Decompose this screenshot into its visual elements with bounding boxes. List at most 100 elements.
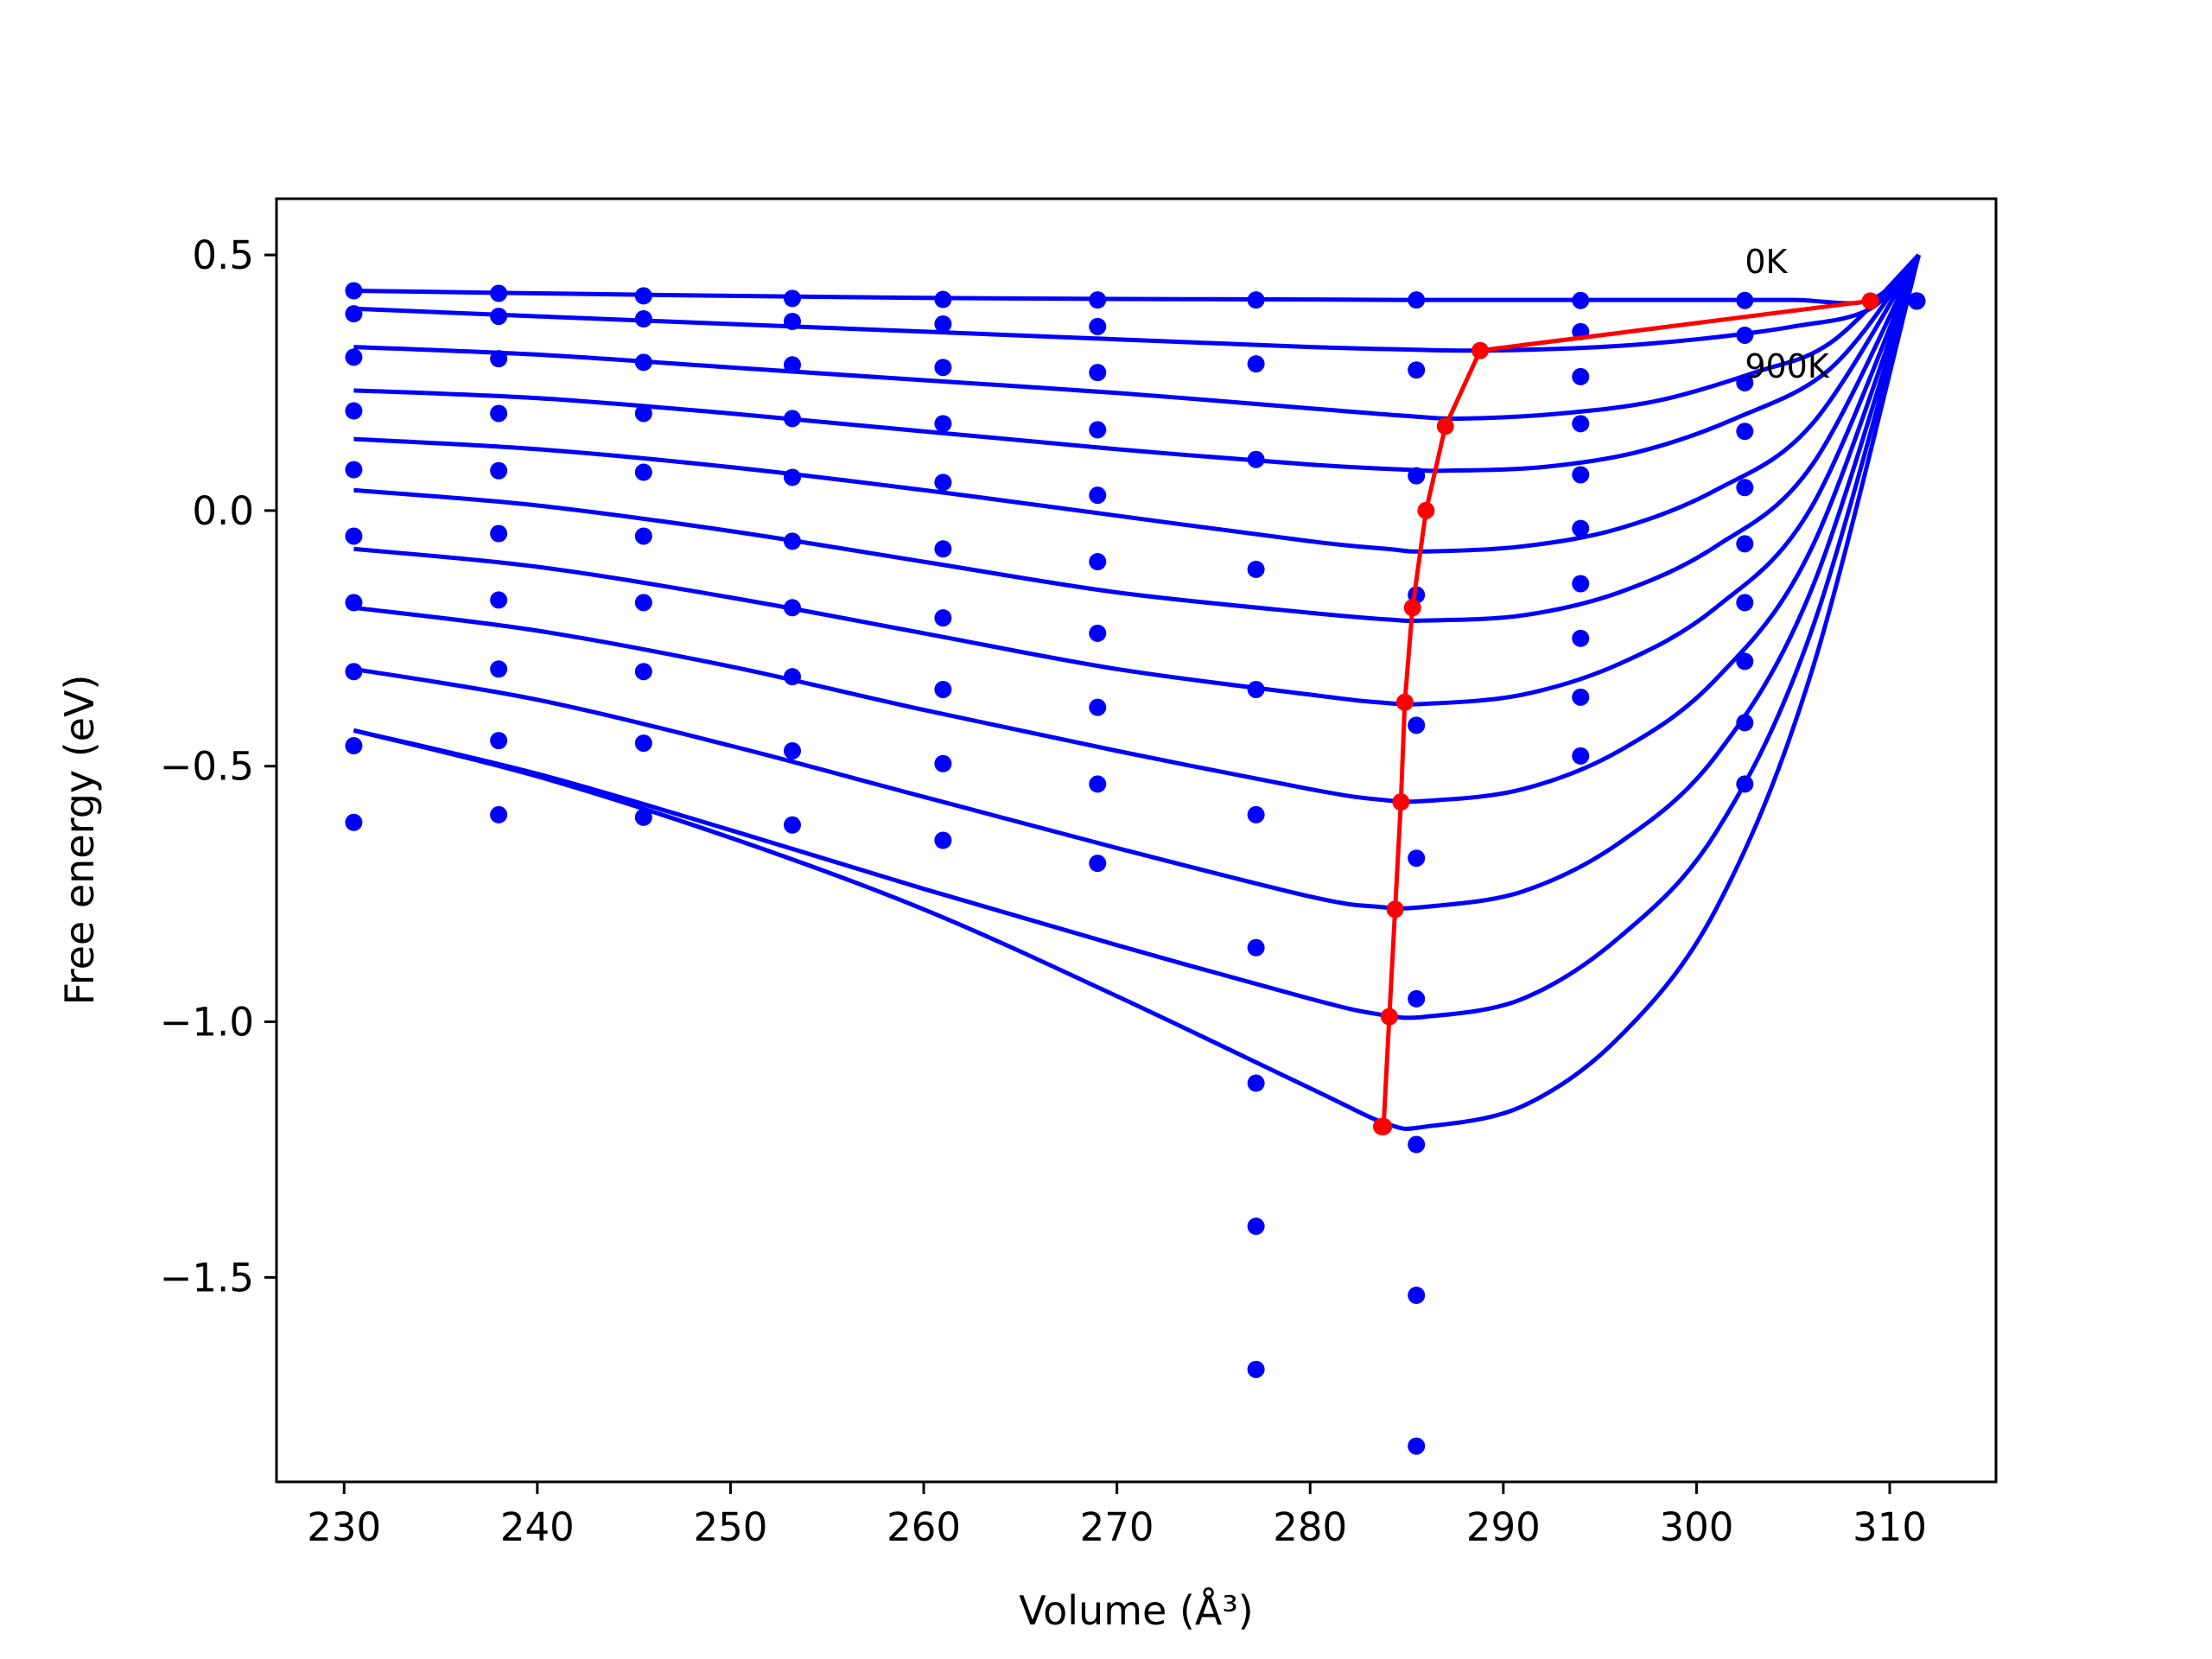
data-point: [1089, 364, 1107, 382]
data-point: [634, 663, 652, 681]
data-point: [634, 287, 652, 305]
data-point: [784, 410, 801, 428]
data-point: [1089, 486, 1107, 505]
data-point: [634, 734, 652, 753]
y-tick-label: −1.0: [160, 1000, 254, 1046]
fitted-curves: [353, 253, 1922, 1131]
data-point: [1736, 423, 1754, 441]
data-point: [490, 461, 508, 480]
minimum-marker: [1395, 693, 1414, 711]
data-point: [345, 402, 363, 420]
data-point: [934, 609, 952, 627]
data-point: [1089, 317, 1107, 335]
data-point: [490, 524, 508, 543]
minimum-marker: [1403, 599, 1421, 617]
data-point: [345, 461, 363, 479]
data-point: [1247, 560, 1265, 578]
data-point: [1247, 450, 1265, 468]
data-point: [634, 527, 652, 545]
minimum-marker: [1386, 900, 1404, 918]
data-point: [490, 591, 508, 609]
data-point: [1247, 805, 1265, 823]
data-point: [1408, 1287, 1426, 1305]
data-point: [1408, 291, 1426, 309]
data-point: [1089, 291, 1107, 309]
data-point: [1247, 291, 1265, 309]
data-point: [1572, 575, 1590, 593]
data-point: [784, 356, 801, 374]
data-point: [345, 282, 363, 300]
y-tick-label: −1.5: [160, 1255, 254, 1300]
data-point: [934, 359, 952, 377]
minimum-marker: [1417, 501, 1435, 519]
data-point: [1572, 629, 1590, 647]
data-point: [345, 594, 363, 612]
data-point: [1408, 361, 1426, 379]
data-point: [784, 816, 801, 834]
data-point: [934, 831, 952, 849]
y-axis-label: Free energy (eV): [56, 675, 103, 1006]
data-point: [1247, 1360, 1265, 1378]
data-point: [1736, 535, 1754, 553]
fit-curve-7: [353, 254, 1921, 804]
data-point: [634, 404, 652, 423]
data-point: [345, 348, 363, 366]
data-point: [1736, 714, 1754, 732]
fit-curve-3: [353, 253, 1921, 474]
data-point: [1572, 466, 1590, 484]
data-point: [345, 663, 363, 681]
data-point: [1247, 1074, 1265, 1092]
data-point: [1089, 624, 1107, 642]
data-point: [1408, 716, 1426, 734]
data-point: [1408, 467, 1426, 485]
data-point: [634, 808, 652, 826]
data-point: [1247, 1217, 1265, 1236]
minimum-marker: [1392, 793, 1410, 811]
data-point: [345, 737, 363, 755]
x-axis-label: Volume (Å³): [1019, 1587, 1254, 1634]
data-point: [1089, 421, 1107, 439]
fit-curve-4: [353, 253, 1921, 554]
data-point: [1247, 355, 1265, 373]
data-point: [784, 599, 801, 617]
data-point: [934, 680, 952, 698]
data-point: [1572, 415, 1590, 433]
data-point: [490, 308, 508, 326]
x-tick-label: 290: [1466, 1504, 1541, 1550]
fit-curve-8: [353, 254, 1921, 911]
data-point: [1736, 775, 1754, 793]
minima-path: [1372, 292, 1879, 1135]
y-tick-label: 0.0: [192, 488, 254, 534]
annotation-label: 0K: [1745, 243, 1788, 281]
data-point: [784, 532, 801, 550]
data-point: [345, 527, 363, 545]
data-point: [1408, 1437, 1426, 1455]
data-point: [1408, 989, 1426, 1007]
data-point: [934, 474, 952, 492]
data-point: [1736, 291, 1754, 309]
data-point: [634, 463, 652, 481]
minimum-marker: [1471, 341, 1489, 359]
data-point: [1572, 747, 1590, 765]
data-point: [934, 540, 952, 558]
x-tick-label: 230: [307, 1504, 381, 1550]
x-axis-ticks: 230 240 250 260 270 280 290 300 310: [307, 1482, 1927, 1550]
data-point: [634, 353, 652, 372]
x-tick-label: 250: [693, 1504, 767, 1550]
data-point: [490, 350, 508, 368]
annotation-label: 900K: [1745, 347, 1830, 385]
data-point: [490, 404, 508, 423]
data-point: [490, 805, 508, 823]
fit-curve-1: [353, 253, 1921, 353]
x-tick-label: 260: [887, 1504, 961, 1550]
x-tick-label: 240: [500, 1504, 575, 1550]
data-point: [1089, 553, 1107, 571]
fit-curve-9: [353, 254, 1922, 1020]
y-axis-ticks: 0.5 0.0 −0.5 −1.0 −1.5: [160, 232, 276, 1300]
minimum-marker: [1861, 292, 1879, 310]
data-point: [1408, 1135, 1426, 1154]
data-point: [634, 594, 652, 612]
y-tick-label: −0.5: [160, 744, 254, 790]
data-point: [784, 741, 801, 760]
data-point: [784, 668, 801, 686]
